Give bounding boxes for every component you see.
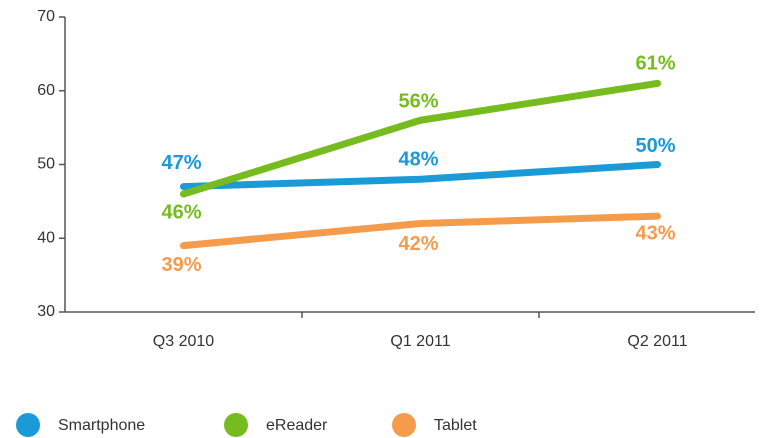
value-label: 46%	[161, 201, 201, 223]
series-line	[180, 212, 661, 250]
value-label: 39%	[161, 254, 201, 276]
y-tick-label: 50	[37, 156, 55, 173]
x-tick-label: Q3 2010	[153, 333, 214, 350]
y-tick-label: 60	[37, 82, 55, 99]
value-label: 47%	[161, 152, 201, 174]
value-label: 61%	[635, 53, 675, 75]
value-label: 43%	[635, 222, 675, 244]
value-label: 42%	[398, 233, 438, 255]
series-line	[180, 79, 661, 198]
legend-swatch	[224, 413, 248, 437]
value-label: 48%	[398, 149, 438, 171]
y-tick-label: 70	[37, 8, 55, 25]
x-tick-label: Q1 2011	[390, 333, 450, 350]
x-tick-label: Q2 2011	[627, 333, 687, 350]
y-tick-label: 30	[37, 303, 55, 320]
legend-label: eReader	[266, 417, 328, 434]
y-tick-label: 40	[37, 229, 55, 246]
legend-label: Tablet	[434, 417, 477, 434]
legend-label: Smartphone	[58, 417, 145, 434]
legend-swatch	[392, 413, 416, 437]
value-label: 56%	[398, 91, 438, 113]
series-line	[180, 161, 661, 191]
value-label: 50%	[635, 135, 675, 157]
legend-swatch	[16, 413, 40, 437]
